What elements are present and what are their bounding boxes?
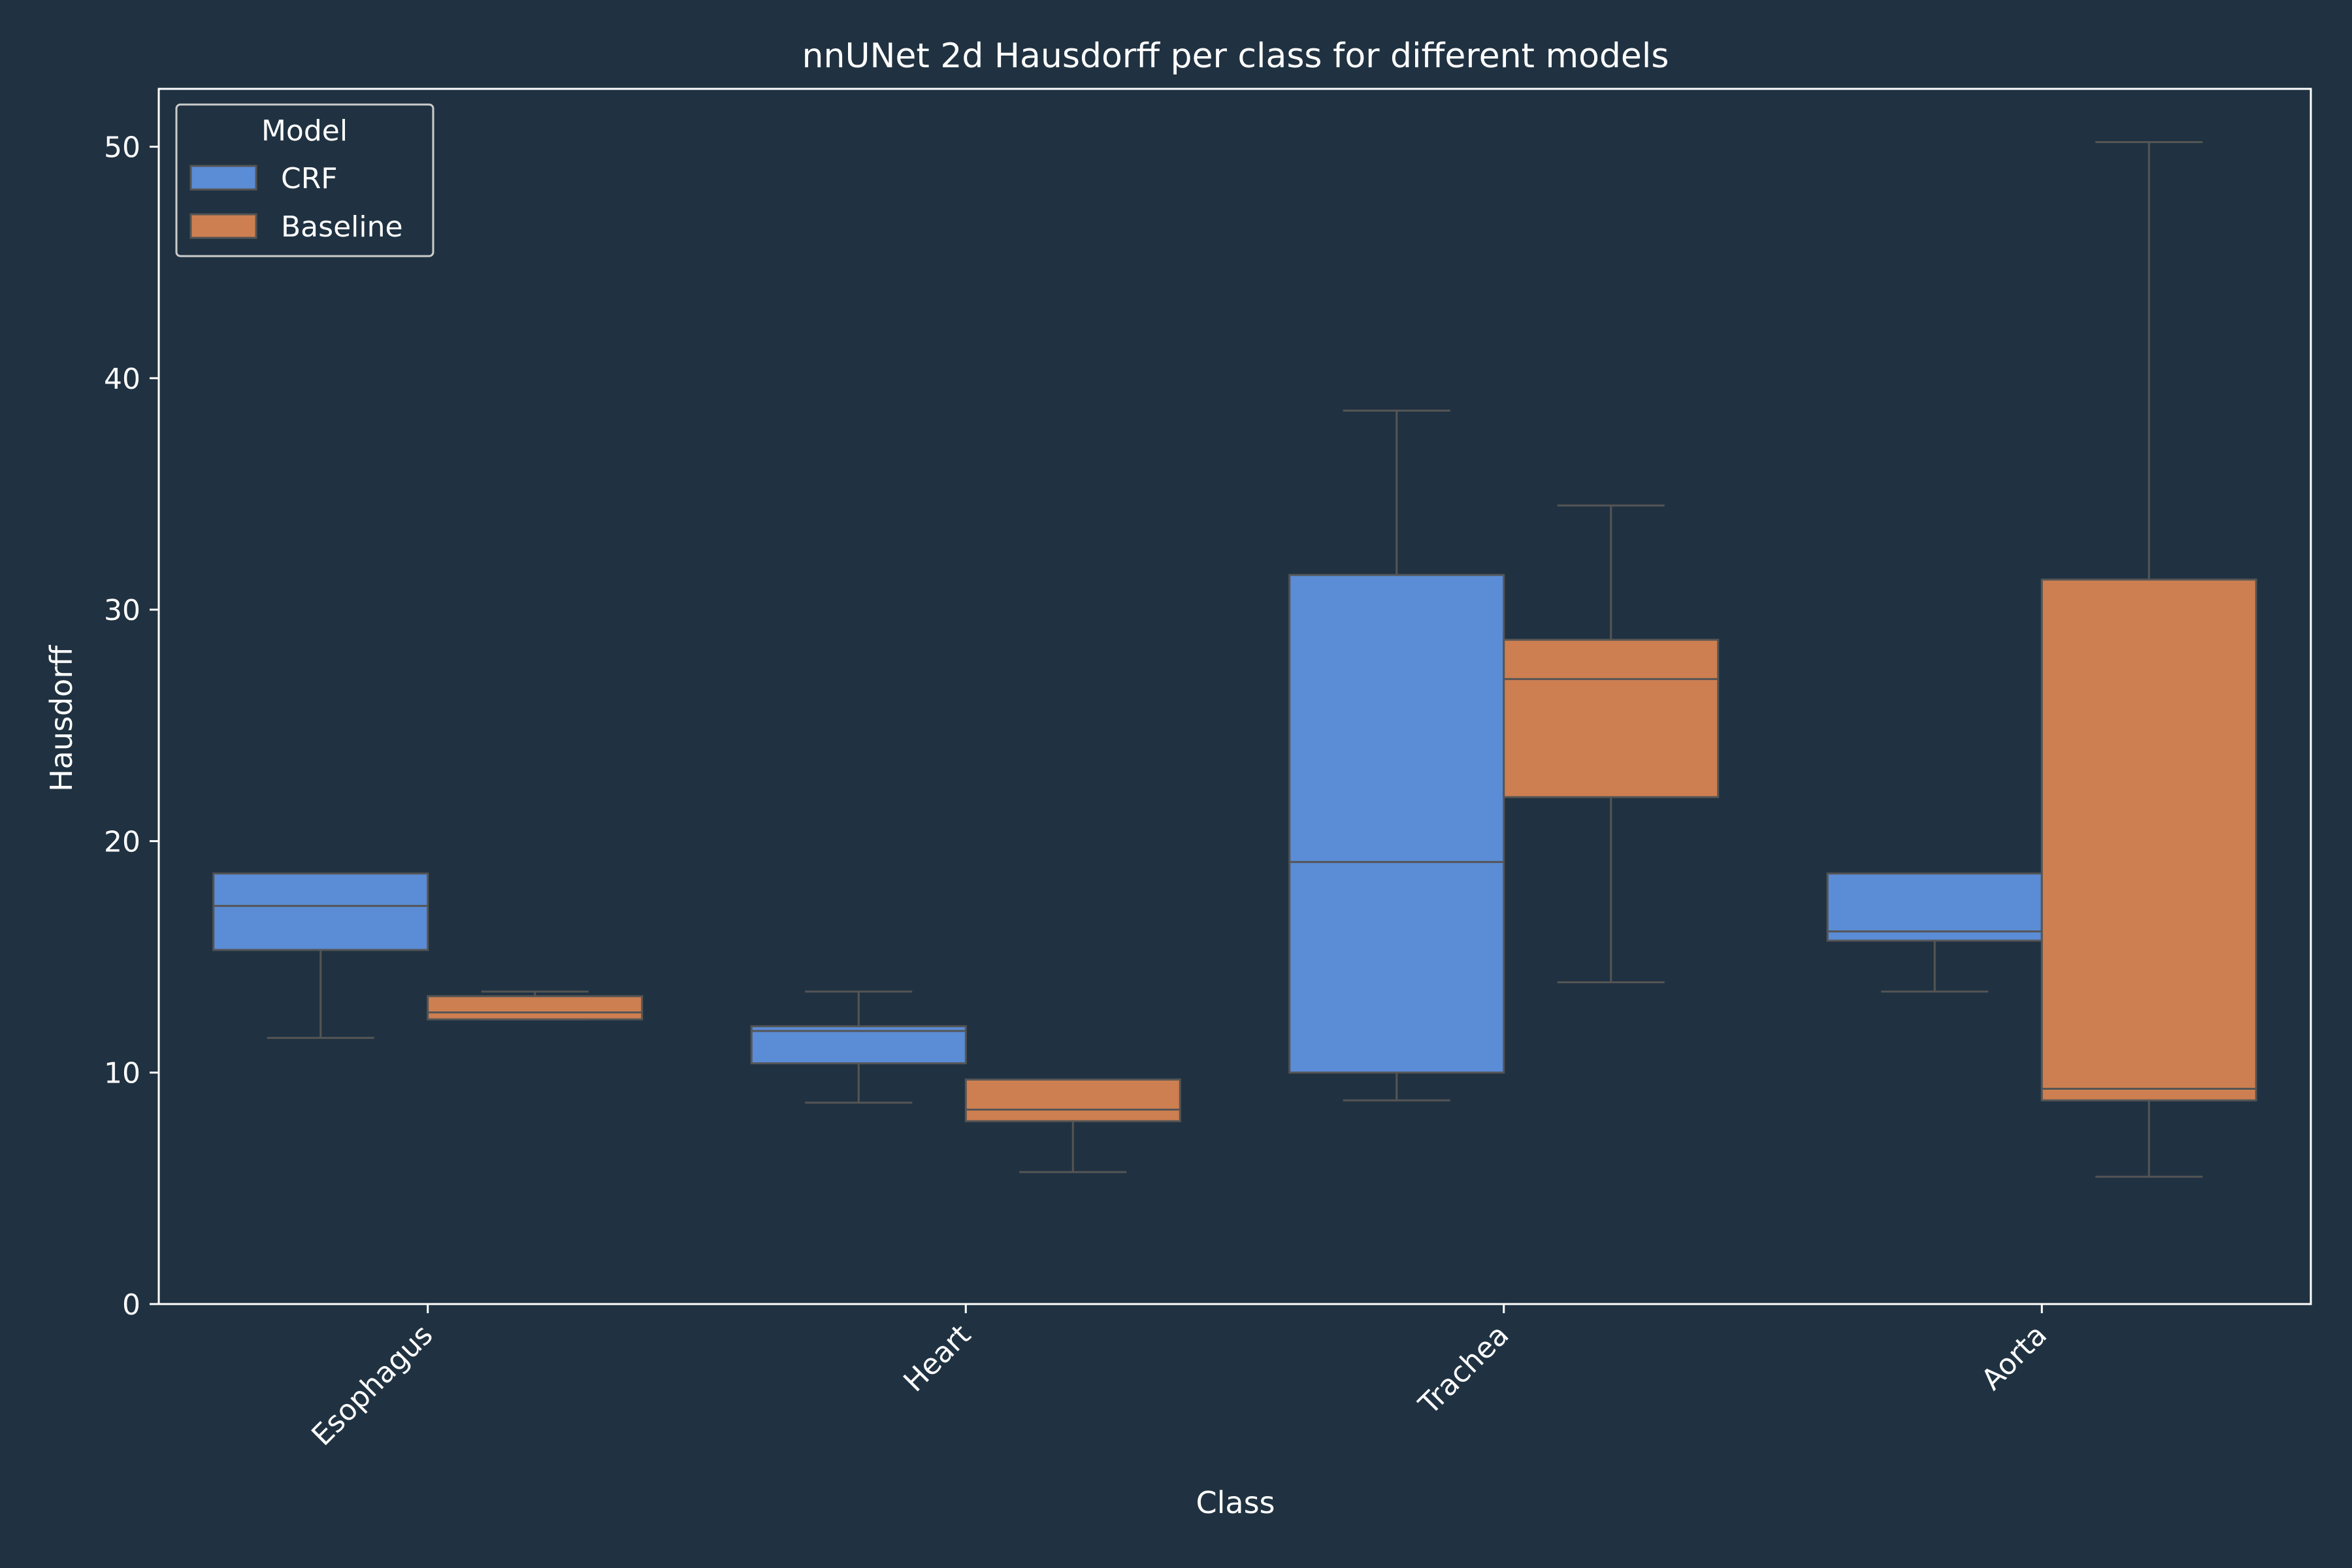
y-tick-label: 20 [104,825,140,858]
legend-swatch-crf [189,165,257,191]
box-baseline-aorta [2040,140,2257,1178]
y-tick-label: 10 [104,1057,140,1090]
box-iqr [212,872,429,951]
y-tick-label: 50 [104,131,140,165]
box-crf-heart [750,990,967,1104]
box-iqr [1826,872,2043,942]
y-tick-label: 40 [104,363,140,396]
legend-label-crf: CRF [281,162,338,195]
x-axis-label: Class [1196,1485,1275,1520]
y-tick-label: 0 [122,1288,140,1322]
box-baseline-esophagus [427,990,644,1021]
box-iqr [1288,574,1505,1074]
plot-frame [157,88,2312,1305]
box-iqr [427,995,644,1021]
legend-swatch-baseline [189,213,257,239]
box-iqr [750,1025,967,1065]
chart-title: nnUNet 2d Hausdorff per class for differ… [802,37,1669,76]
legend-title: Model [261,114,348,148]
box-crf-aorta [1826,872,2043,993]
legend-label-baseline: Baseline [281,210,403,244]
y-axis-label: Hausdorff [44,645,79,792]
box-baseline-trachea [1503,504,1720,984]
box-crf-esophagus [212,872,429,1039]
y-tick-label: 30 [104,594,140,627]
box-iqr [1503,638,1720,798]
box-iqr [964,1078,1181,1122]
box-crf-trachea [1288,409,1505,1102]
boxes-layer [212,140,2257,1178]
box-baseline-heart [964,1078,1181,1173]
legend: Model CRF Baseline [175,103,434,257]
box-iqr [2040,578,2257,1102]
